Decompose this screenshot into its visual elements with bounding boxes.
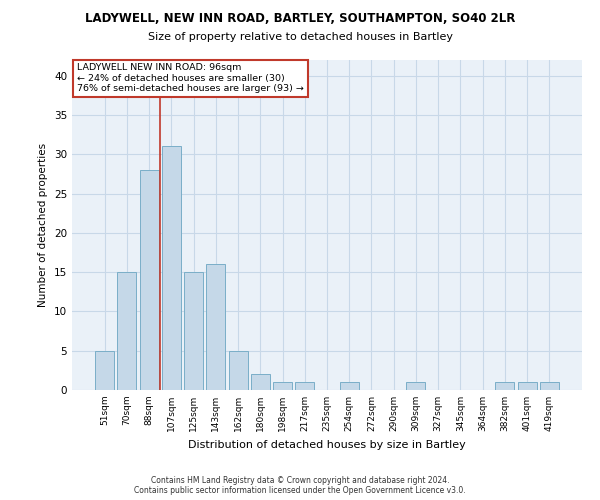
Bar: [273, 382, 292, 390]
X-axis label: Distribution of detached houses by size in Bartley: Distribution of detached houses by size …: [188, 440, 466, 450]
Bar: [540, 382, 559, 390]
Text: LADYWELL NEW INN ROAD: 96sqm
← 24% of detached houses are smaller (30)
76% of se: LADYWELL NEW INN ROAD: 96sqm ← 24% of de…: [77, 64, 304, 93]
Text: Contains HM Land Registry data © Crown copyright and database right 2024.
Contai: Contains HM Land Registry data © Crown c…: [134, 476, 466, 495]
Bar: [162, 146, 181, 390]
Bar: [184, 272, 203, 390]
Bar: [496, 382, 514, 390]
Bar: [229, 350, 248, 390]
Text: LADYWELL, NEW INN ROAD, BARTLEY, SOUTHAMPTON, SO40 2LR: LADYWELL, NEW INN ROAD, BARTLEY, SOUTHAM…: [85, 12, 515, 26]
Bar: [340, 382, 359, 390]
Bar: [206, 264, 225, 390]
Bar: [518, 382, 536, 390]
Bar: [251, 374, 270, 390]
Bar: [95, 350, 114, 390]
Bar: [140, 170, 158, 390]
Bar: [295, 382, 314, 390]
Text: Size of property relative to detached houses in Bartley: Size of property relative to detached ho…: [148, 32, 452, 42]
Y-axis label: Number of detached properties: Number of detached properties: [38, 143, 49, 307]
Bar: [118, 272, 136, 390]
Bar: [406, 382, 425, 390]
